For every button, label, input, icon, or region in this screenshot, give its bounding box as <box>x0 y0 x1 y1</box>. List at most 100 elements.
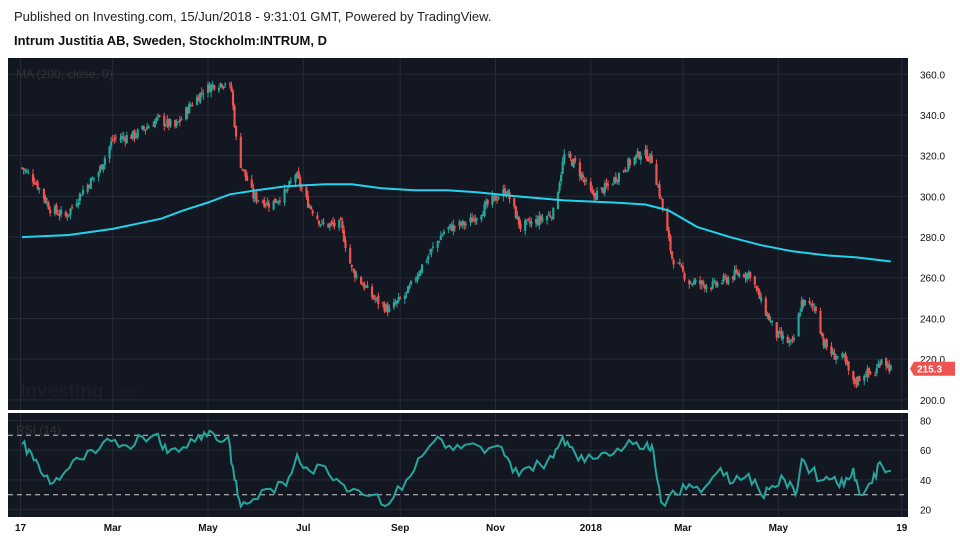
candle-up <box>153 120 156 127</box>
candle-down <box>822 337 825 346</box>
candle-up <box>639 156 642 160</box>
candle-up <box>644 149 647 156</box>
price-y-tick-label: 240.0 <box>920 314 945 325</box>
candle-down <box>578 162 581 177</box>
candle-down <box>377 295 380 305</box>
candle-up <box>797 313 800 337</box>
candle-up <box>385 304 388 312</box>
candle-down <box>70 207 74 209</box>
candle-down <box>305 187 308 198</box>
instrument-title: Intrum Justitia AB, Sweden, Stockholm:IN… <box>14 33 327 48</box>
candle-down <box>589 181 592 191</box>
candle-up <box>175 121 178 126</box>
candle-down <box>725 277 728 283</box>
candle-down <box>802 299 805 307</box>
candle-up <box>108 146 111 159</box>
candle-down <box>372 295 375 299</box>
price-y-tick-label: 300.0 <box>920 192 945 203</box>
candle-up <box>97 172 100 177</box>
candle-up <box>747 272 750 276</box>
candle-down <box>299 177 302 187</box>
candle-up <box>206 84 210 93</box>
candle-down <box>514 206 517 219</box>
candle-up <box>397 297 400 302</box>
candle-down <box>808 300 811 303</box>
candle-up <box>24 170 27 172</box>
candle-down <box>267 203 271 208</box>
last-price-tag-background <box>910 361 955 376</box>
candle-down <box>344 240 347 248</box>
candle-down <box>167 118 171 127</box>
candle-down <box>624 169 627 171</box>
candle-up <box>189 105 192 107</box>
candle-down <box>352 269 355 271</box>
candle-up <box>491 195 494 205</box>
candle-up <box>452 224 455 232</box>
price-y-axis: 360.0 340.0 320.0 300.0 280.0 260.0 240.0 220.0… <box>920 70 945 407</box>
rsi-y-tick-label: 40 <box>920 476 932 487</box>
candle-up <box>145 127 149 130</box>
candle-up <box>856 376 860 386</box>
candle-down <box>47 202 50 210</box>
candle-down <box>399 298 402 300</box>
candle-up <box>395 300 399 304</box>
candle-down <box>494 194 497 201</box>
candle-up <box>689 282 692 284</box>
candle-down <box>231 91 235 106</box>
candle-down <box>341 220 344 229</box>
candle-down <box>349 247 352 264</box>
candle-down <box>606 183 610 186</box>
candle-down <box>241 168 244 170</box>
rsi-y-axis: 80 60 40 20 <box>920 416 932 516</box>
candle-up <box>538 215 541 226</box>
candle-down <box>536 219 539 225</box>
candle-up <box>185 107 188 120</box>
candle-up <box>625 170 628 173</box>
candle-down <box>660 197 663 199</box>
candle-up <box>211 84 214 87</box>
candle-up <box>880 359 883 365</box>
candle-up <box>889 365 892 370</box>
candle-up <box>222 86 225 88</box>
candle-up <box>416 276 419 281</box>
rsi-line <box>21 429 891 510</box>
candle-up <box>580 173 583 179</box>
candle-up <box>877 363 880 368</box>
price-y-tick-label: 260.0 <box>920 274 945 285</box>
candle-down <box>702 281 705 285</box>
candle-up <box>69 208 72 215</box>
candle-down <box>791 338 794 341</box>
candle-up <box>119 138 122 141</box>
candle-up <box>525 219 528 221</box>
candle-down <box>688 280 691 285</box>
candle-down <box>650 154 653 163</box>
candle-up <box>164 125 167 127</box>
candle-down <box>885 358 888 366</box>
candle-up <box>420 264 424 273</box>
candle-up <box>633 157 636 165</box>
candle-down <box>775 322 778 338</box>
candle-down <box>450 225 453 231</box>
candle-up <box>430 248 433 253</box>
candle-up <box>91 178 94 180</box>
candle-down <box>680 265 683 267</box>
candle-down <box>549 215 552 217</box>
candle-up <box>770 320 774 323</box>
candle-up <box>656 186 660 188</box>
candle-up <box>147 126 150 129</box>
candle-up <box>141 125 144 130</box>
candle-up <box>177 121 180 123</box>
candle-down <box>100 164 103 170</box>
candle-up <box>691 284 694 286</box>
candle-down <box>264 204 267 206</box>
candle-up <box>408 285 411 289</box>
candle-down <box>736 272 739 275</box>
candle-down <box>780 331 783 338</box>
candle-down <box>845 359 849 364</box>
candle-up <box>414 279 417 281</box>
candle-up <box>705 286 708 289</box>
candle-down <box>699 280 702 285</box>
candle-up <box>824 340 827 348</box>
candle-down <box>666 208 669 231</box>
ma-indicator-label: MA (200, close, 0) <box>16 67 113 81</box>
